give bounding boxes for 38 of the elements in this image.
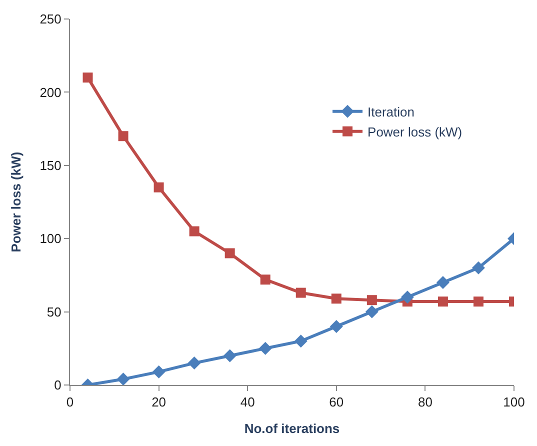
- y-tick-label: 250: [40, 12, 62, 27]
- y-tick-label: 200: [40, 84, 62, 100]
- x-tick-label: 100: [503, 394, 525, 410]
- point: [400, 290, 414, 304]
- y-tick-label: 100: [40, 231, 62, 246]
- x-tick-label: 80: [418, 394, 432, 410]
- point: [294, 334, 308, 348]
- point: [188, 356, 201, 370]
- legend-label: Iteration: [368, 104, 415, 120]
- point: [296, 288, 306, 298]
- point: [223, 349, 236, 362]
- x-tick-label: 0: [66, 394, 74, 410]
- y-axis-title: Power loss (kW): [8, 152, 24, 252]
- legend-label: Power loss (kW): [368, 124, 462, 140]
- x-tick-label: 60: [329, 394, 344, 410]
- point: [365, 305, 378, 318]
- x-tick-label: 40: [240, 394, 255, 410]
- point: [260, 274, 270, 285]
- x-axis-title: No.of iterations: [244, 421, 340, 436]
- point: [154, 182, 164, 192]
- point: [116, 372, 130, 385]
- point: [118, 131, 128, 142]
- y-tick-label: 0: [54, 378, 62, 393]
- point: [189, 226, 200, 236]
- point: [258, 342, 272, 355]
- point: [473, 296, 484, 307]
- point: [436, 276, 450, 290]
- point: [330, 320, 343, 333]
- point: [152, 365, 166, 378]
- point: [224, 248, 235, 258]
- x-tick-label: 20: [152, 394, 166, 410]
- point: [438, 296, 448, 307]
- point: [366, 295, 377, 306]
- point: [331, 294, 342, 304]
- point: [472, 261, 485, 274]
- y-tick-label: 50: [46, 304, 62, 320]
- point: [82, 72, 93, 83]
- y-tick-label: 150: [40, 158, 62, 173]
